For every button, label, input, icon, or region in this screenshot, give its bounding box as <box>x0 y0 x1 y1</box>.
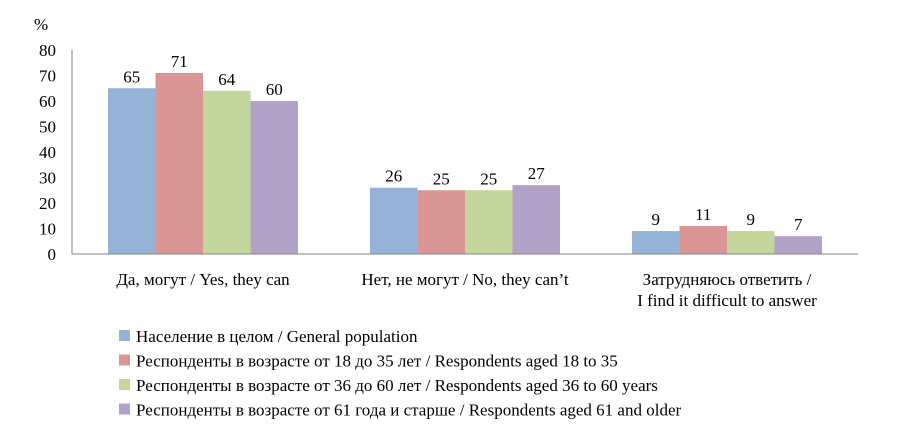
data-label: 27 <box>528 164 546 183</box>
x-category-label: Затрудняюсь ответить / <box>643 270 812 289</box>
y-tick-label: 10 <box>39 220 56 239</box>
data-label: 9 <box>652 210 661 229</box>
data-label: 64 <box>218 70 236 89</box>
legend-swatch <box>119 379 130 390</box>
legend-label: Население в целом / General population <box>136 327 418 346</box>
y-tick-label: 70 <box>39 67 56 86</box>
legend-label: Респонденты в возрасте от 36 до 60 лет /… <box>136 376 658 395</box>
y-tick-label: 30 <box>39 169 56 188</box>
data-label: 9 <box>747 210 756 229</box>
bar <box>203 90 251 254</box>
x-category-label: Да, могут / Yes, they can <box>116 270 290 289</box>
y-tick-label: 50 <box>39 118 56 137</box>
bar <box>108 88 156 254</box>
y-axis-label: % <box>34 15 48 34</box>
legend-label: Респонденты в возрасте от 18 до 35 лет /… <box>136 352 618 371</box>
x-category-label: I find it difficult to answer <box>637 291 817 310</box>
data-label: 11 <box>695 205 711 224</box>
data-label: 7 <box>794 215 803 234</box>
bar <box>632 231 680 254</box>
bar <box>774 236 822 254</box>
legend-swatch <box>119 354 130 366</box>
y-tick-label: 80 <box>39 41 56 60</box>
legend-swatch <box>119 330 130 341</box>
bar <box>465 190 513 254</box>
y-tick-label: 40 <box>39 143 56 162</box>
legend-label: Респонденты в возрасте от 61 года и стар… <box>136 401 681 420</box>
bar <box>727 231 775 254</box>
x-category-label: Нет, не могут / No, they can’t <box>361 270 568 289</box>
data-label: 26 <box>385 167 402 186</box>
data-label: 71 <box>171 52 188 71</box>
bar <box>679 225 727 254</box>
y-tick-label: 20 <box>39 194 56 213</box>
data-label: 25 <box>433 169 450 188</box>
legend-swatch <box>119 403 130 415</box>
y-tick-label: 0 <box>48 245 57 264</box>
data-label: 25 <box>480 169 497 188</box>
bar <box>417 190 465 254</box>
data-label: 60 <box>266 80 283 99</box>
y-tick-label: 60 <box>39 92 56 111</box>
bar <box>250 101 298 254</box>
bar <box>155 72 203 254</box>
bar <box>370 187 418 254</box>
data-label: 65 <box>123 67 140 86</box>
bar <box>512 185 560 254</box>
